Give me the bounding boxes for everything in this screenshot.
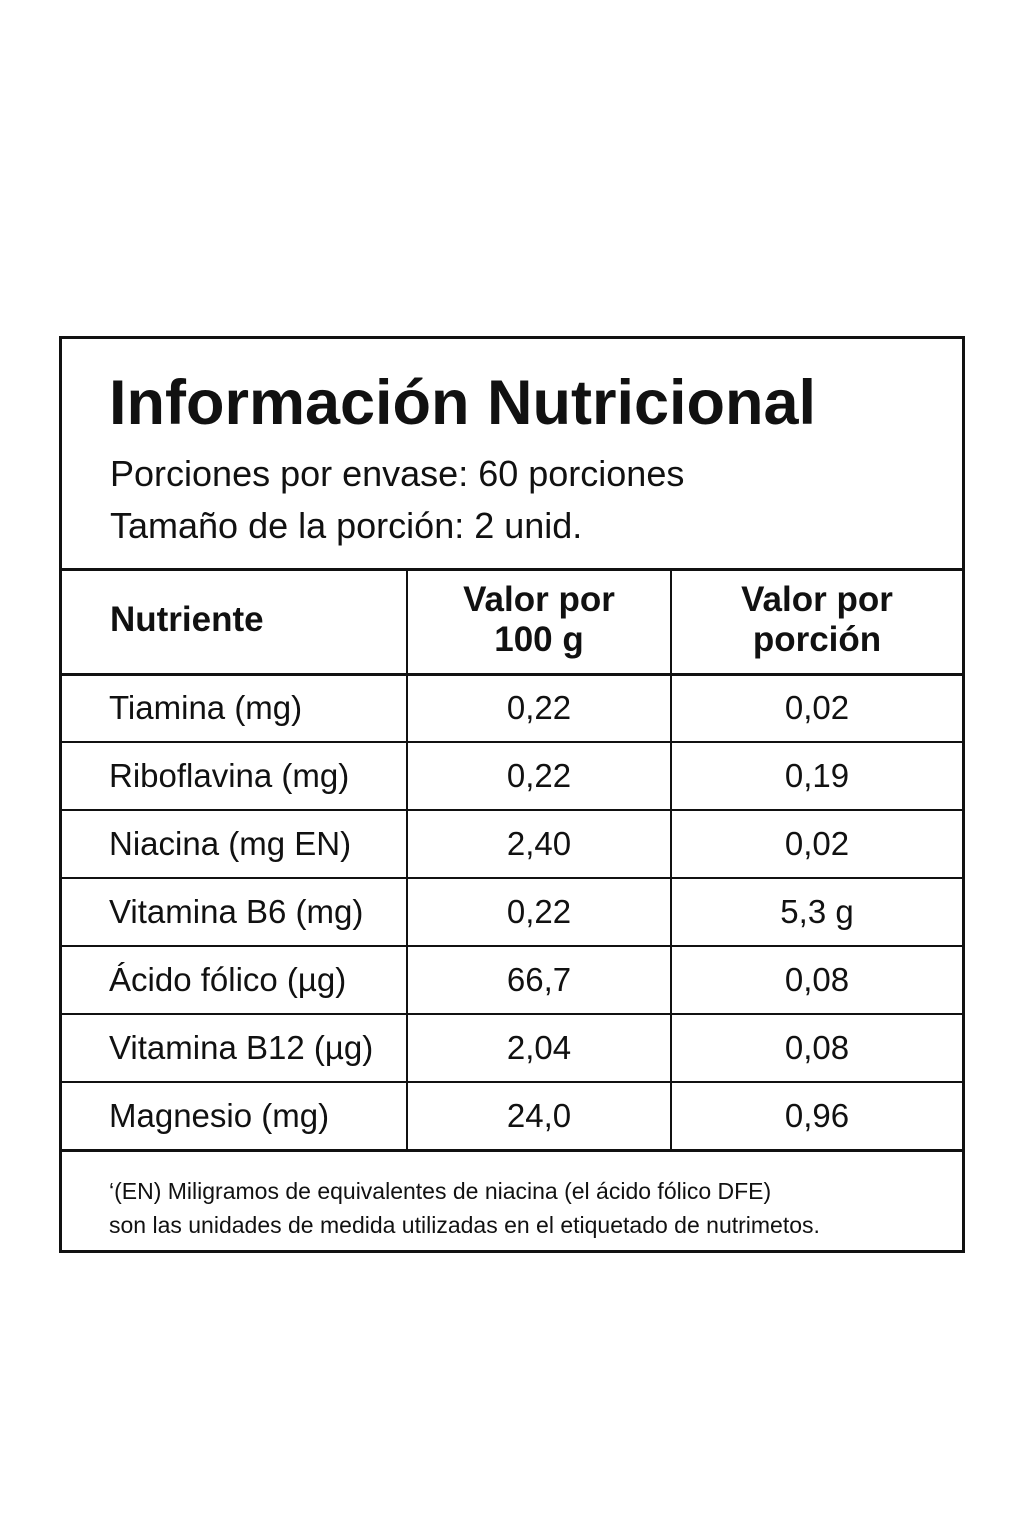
footnote-line2: son las unidades de medida utilizadas en… [109, 1212, 820, 1238]
nutrient-name: Vitamina B12 (µg) [62, 1013, 408, 1083]
nutrient-name: Vitamina B6 (mg) [62, 877, 408, 947]
nutrient-name: Magnesio (mg) [62, 1081, 408, 1152]
table-row: Riboflavina (mg) 0,22 0,19 [62, 741, 962, 811]
value-per-100g: 0,22 [406, 741, 672, 811]
value-per-serving: 0,02 [670, 809, 962, 879]
nutrient-name: Niacina (mg EN) [62, 809, 408, 879]
header-per-100g: Valor por 100 g [406, 568, 672, 676]
nutrient-table: Nutriente Valor por 100 g Valor por porc… [62, 568, 962, 1152]
value-per-serving: 0,02 [670, 673, 962, 743]
nutrition-title: Información Nutricional [109, 368, 817, 438]
servings-per-container: Porciones por envase: 60 porciones [110, 453, 685, 494]
table-row: Vitamina B12 (µg) 2,04 0,08 [62, 1013, 962, 1083]
header-per-100g-line2: 100 g [494, 620, 584, 660]
value-per-serving: 0,08 [670, 945, 962, 1015]
nutrient-name: Riboflavina (mg) [62, 741, 408, 811]
value-per-100g: 66,7 [406, 945, 672, 1015]
value-per-serving: 5,3 g [670, 877, 962, 947]
table-header-row: Nutriente Valor por 100 g Valor por porc… [62, 568, 962, 676]
table-row: Magnesio (mg) 24,0 0,96 [62, 1081, 962, 1152]
nutrition-header: Información Nutricional Porciones por en… [62, 339, 962, 571]
table-row: Vitamina B6 (mg) 0,22 5,3 g [62, 877, 962, 947]
value-per-100g: 24,0 [406, 1081, 672, 1152]
table-row: Tiamina (mg) 0,22 0,02 [62, 673, 962, 743]
header-nutrient: Nutriente [62, 568, 408, 676]
nutrient-name: Tiamina (mg) [62, 673, 408, 743]
header-nutrient-label: Nutriente [110, 600, 264, 640]
table-row: Ácido fólico (µg) 66,7 0,08 [62, 945, 962, 1015]
header-per-serving: Valor por porción [670, 568, 962, 676]
nutrition-facts-panel: Información Nutricional Porciones por en… [59, 336, 965, 1253]
footnote: ‘(EN) Miligramos de equivalentes de niac… [109, 1174, 820, 1242]
nutrient-name: Ácido fólico (µg) [62, 945, 408, 1015]
value-per-serving: 0,19 [670, 741, 962, 811]
value-per-100g: 2,40 [406, 809, 672, 879]
value-per-100g: 2,04 [406, 1013, 672, 1083]
header-per-100g-line1: Valor por [463, 580, 615, 620]
value-per-serving: 0,08 [670, 1013, 962, 1083]
value-per-serving: 0,96 [670, 1081, 962, 1152]
header-per-serving-line2: porción [752, 620, 882, 660]
value-per-100g: 0,22 [406, 673, 672, 743]
footnote-line1: ‘(EN) Miligramos de equivalentes de niac… [109, 1178, 772, 1204]
header-per-serving-line1: Valor por [741, 580, 893, 620]
serving-size: Tamaño de la porción: 2 unid. [110, 505, 583, 546]
table-row: Niacina (mg EN) 2,40 0,02 [62, 809, 962, 879]
value-per-100g: 0,22 [406, 877, 672, 947]
